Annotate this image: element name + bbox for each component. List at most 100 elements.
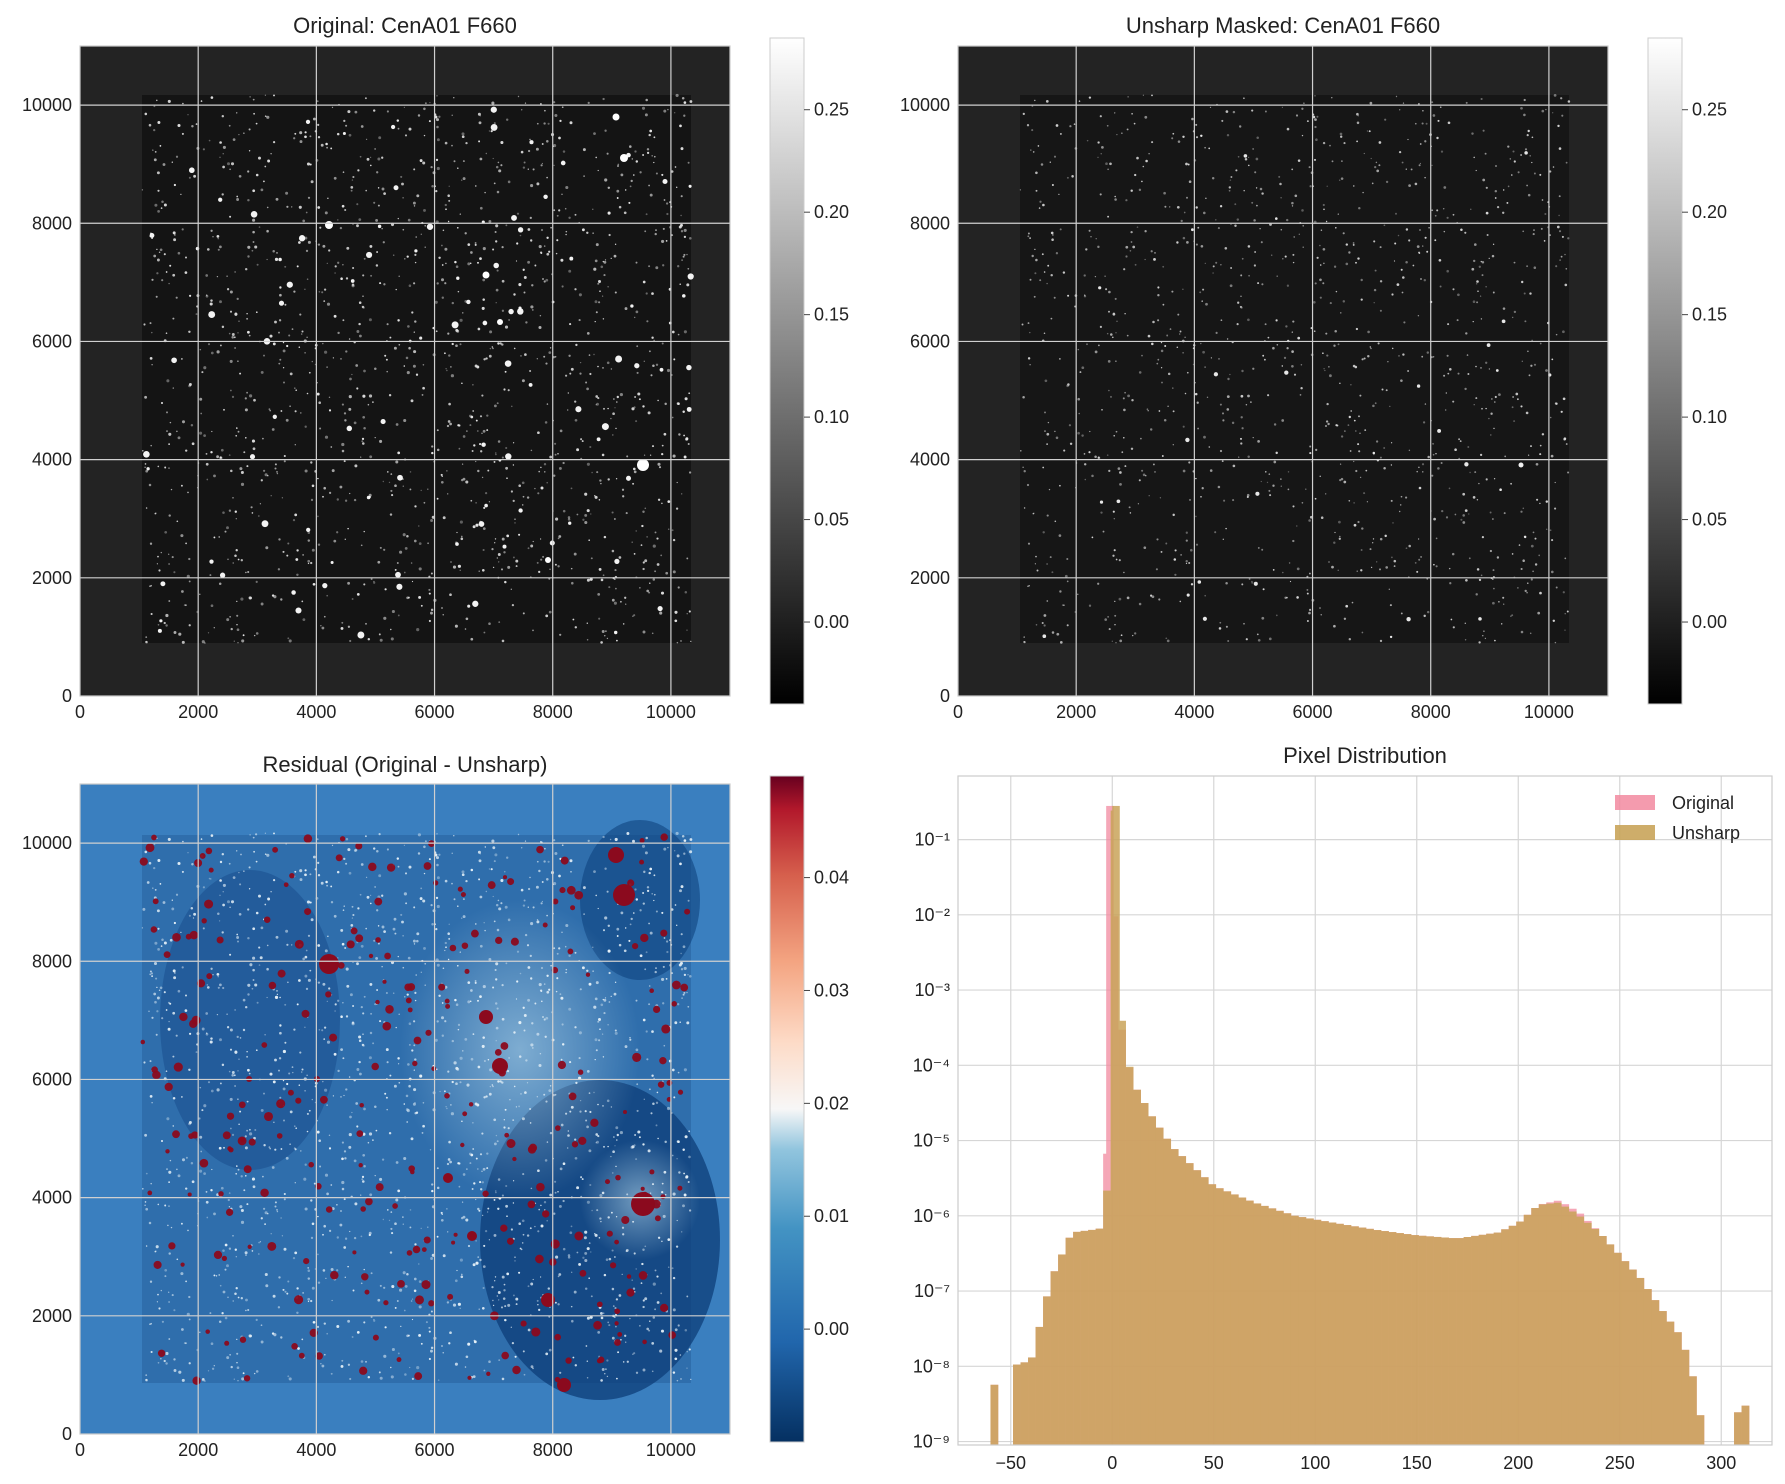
star xyxy=(1218,627,1222,630)
star xyxy=(1027,232,1030,235)
star xyxy=(168,1338,171,1340)
star xyxy=(539,314,542,317)
bright-star xyxy=(304,908,312,916)
star xyxy=(307,240,311,244)
star xyxy=(1182,425,1185,428)
star xyxy=(581,966,585,970)
star xyxy=(1218,358,1220,360)
bright-star xyxy=(263,916,271,923)
star xyxy=(1558,230,1562,233)
star xyxy=(330,1184,333,1186)
star xyxy=(219,860,223,864)
star xyxy=(340,1210,342,1212)
star xyxy=(540,252,543,255)
bright-star xyxy=(414,1372,423,1381)
star xyxy=(216,1013,219,1016)
star xyxy=(606,152,609,155)
star xyxy=(294,1251,298,1255)
bright-star xyxy=(1202,616,1207,621)
bright-star xyxy=(508,308,514,315)
bright-star xyxy=(196,979,206,988)
star xyxy=(161,279,164,282)
star xyxy=(1147,334,1151,338)
bright-star xyxy=(614,1239,619,1245)
star xyxy=(436,138,440,142)
star xyxy=(1561,235,1564,238)
star xyxy=(1565,161,1568,164)
star xyxy=(1114,600,1116,603)
star xyxy=(639,1325,641,1327)
star xyxy=(1275,614,1278,617)
star xyxy=(518,533,521,536)
star xyxy=(1279,182,1282,186)
star xyxy=(1535,462,1539,466)
star xyxy=(321,291,324,294)
star xyxy=(1510,482,1512,485)
star xyxy=(1475,169,1477,172)
star xyxy=(642,1018,646,1022)
star xyxy=(341,1359,344,1362)
star xyxy=(601,1033,604,1035)
star xyxy=(586,1360,589,1363)
bright-star xyxy=(495,936,503,945)
star xyxy=(159,883,162,885)
star xyxy=(568,1007,572,1011)
star xyxy=(1452,626,1455,629)
star xyxy=(595,404,597,406)
star xyxy=(495,1040,497,1042)
star xyxy=(345,350,348,353)
star xyxy=(650,1112,653,1115)
star xyxy=(579,372,582,375)
star xyxy=(1180,554,1182,556)
star xyxy=(402,485,405,487)
star xyxy=(1325,420,1329,423)
star xyxy=(1267,336,1270,339)
star xyxy=(1437,119,1440,122)
star xyxy=(1212,265,1215,268)
x-tick-labels: 0 2000 4000 6000 8000 10000 xyxy=(75,702,696,722)
bright-star xyxy=(224,1340,230,1346)
star xyxy=(1541,433,1545,436)
star xyxy=(651,1183,655,1186)
star xyxy=(1544,212,1547,216)
star xyxy=(406,1109,410,1113)
star xyxy=(646,589,650,593)
bright-star xyxy=(620,154,628,162)
star xyxy=(435,896,439,900)
star xyxy=(615,1325,617,1328)
star xyxy=(1083,453,1086,455)
star xyxy=(570,367,574,371)
star xyxy=(484,1229,488,1233)
star xyxy=(1320,614,1322,616)
star xyxy=(176,430,178,433)
star xyxy=(340,277,343,280)
star xyxy=(237,1380,239,1382)
star xyxy=(677,1140,680,1144)
star xyxy=(447,420,451,423)
star xyxy=(588,982,592,986)
star xyxy=(444,949,446,952)
star xyxy=(264,115,267,118)
star xyxy=(304,135,307,139)
star xyxy=(583,1236,587,1240)
star xyxy=(554,1301,557,1304)
star xyxy=(634,150,637,153)
star xyxy=(544,421,548,424)
star xyxy=(362,1012,365,1015)
star xyxy=(1134,173,1137,177)
star xyxy=(237,1296,240,1299)
star xyxy=(1169,206,1171,208)
star xyxy=(1184,392,1187,395)
star xyxy=(419,336,423,340)
star xyxy=(574,1138,577,1141)
star xyxy=(643,360,645,362)
star xyxy=(1485,286,1487,288)
star xyxy=(457,1302,461,1306)
star xyxy=(1324,424,1328,428)
star xyxy=(372,1139,374,1141)
star xyxy=(450,374,454,378)
bright-star xyxy=(527,1145,537,1154)
star xyxy=(237,642,239,644)
star xyxy=(444,352,446,355)
star xyxy=(677,402,680,406)
